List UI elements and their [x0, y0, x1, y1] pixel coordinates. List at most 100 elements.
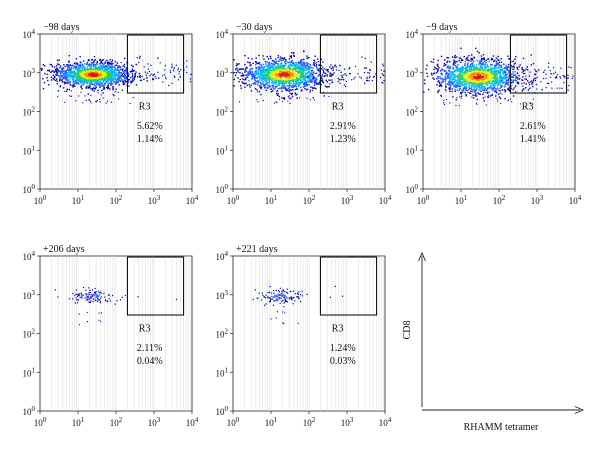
data-point [116, 62, 119, 64]
data-point [499, 79, 501, 81]
data-point [288, 64, 290, 66]
data-point [331, 81, 333, 84]
data-point [122, 82, 125, 85]
data-point [251, 68, 254, 70]
data-point [365, 79, 368, 82]
data-point [476, 80, 479, 83]
data-point [268, 61, 271, 64]
data-point [173, 67, 176, 69]
data-point [59, 71, 61, 73]
data-point [140, 79, 143, 81]
data-point [470, 77, 472, 80]
data-point [262, 78, 265, 80]
data-point [513, 87, 515, 89]
data-point [460, 85, 463, 87]
data-point [286, 68, 289, 70]
data-point [319, 80, 321, 83]
data-point [254, 81, 256, 84]
data-point [482, 75, 484, 77]
data-point [493, 81, 496, 84]
data-point [473, 57, 476, 59]
data-point [461, 77, 464, 80]
data-point [245, 73, 248, 76]
data-point [281, 87, 283, 89]
data-point [251, 77, 254, 79]
data-point [518, 66, 520, 68]
data-point [281, 68, 284, 71]
data-point [471, 63, 474, 66]
data-point [472, 70, 475, 72]
data-point [506, 69, 509, 72]
data-point [325, 69, 327, 71]
data-point [308, 68, 311, 70]
data-point [276, 75, 279, 77]
data-point [443, 69, 445, 72]
data-point [479, 69, 481, 72]
data-point [56, 65, 58, 67]
data-point [304, 85, 307, 87]
data-point [104, 84, 106, 86]
data-point [312, 71, 315, 73]
data-point [304, 79, 307, 82]
data-point [62, 67, 64, 69]
data-point [55, 67, 58, 69]
data-point [448, 66, 450, 68]
data-point [80, 61, 82, 64]
data-point [300, 72, 302, 74]
data-point [315, 64, 318, 66]
data-point [123, 72, 126, 74]
data-point [497, 89, 500, 91]
data-point [457, 78, 459, 80]
data-point [473, 88, 475, 90]
data-point [264, 73, 267, 75]
data-point [306, 65, 308, 67]
data-point [508, 70, 510, 72]
data-point [463, 64, 466, 67]
data-point [268, 69, 270, 72]
data-point [269, 69, 271, 72]
data-point [522, 69, 524, 71]
data-point [464, 61, 467, 63]
data-point [361, 56, 363, 58]
data-point [85, 81, 88, 83]
data-point [465, 95, 467, 97]
data-point [494, 74, 496, 76]
data-point [292, 61, 294, 64]
data-point [454, 60, 456, 63]
data-point [289, 89, 291, 91]
data-point [244, 78, 247, 81]
data-point [263, 74, 266, 76]
data-point [495, 57, 498, 59]
data-point [452, 72, 454, 74]
panel-title: −98 days [43, 22, 80, 33]
data-point [303, 82, 305, 84]
data-point [257, 80, 259, 82]
data-point [500, 77, 502, 79]
data-point [484, 88, 486, 90]
data-point [497, 81, 499, 84]
data-point [523, 88, 525, 90]
data-point [443, 59, 446, 61]
tick-exponent: 4 [225, 28, 229, 36]
data-point [467, 59, 469, 61]
data-point [479, 93, 482, 95]
data-point [490, 78, 493, 80]
data-point [517, 76, 519, 78]
data-point [309, 77, 311, 79]
data-point [292, 62, 295, 65]
data-point [260, 93, 262, 96]
data-point [444, 80, 447, 82]
data-point [112, 71, 114, 73]
data-point [78, 76, 80, 78]
data-point [127, 73, 130, 76]
data-point [481, 69, 484, 71]
data-point [235, 64, 237, 67]
data-point [522, 76, 524, 78]
data-point [275, 79, 278, 82]
data-point [251, 74, 253, 77]
data-point [332, 67, 334, 69]
data-point [485, 72, 487, 75]
data-point [169, 71, 172, 73]
data-point [511, 75, 513, 78]
data-point [98, 81, 100, 83]
